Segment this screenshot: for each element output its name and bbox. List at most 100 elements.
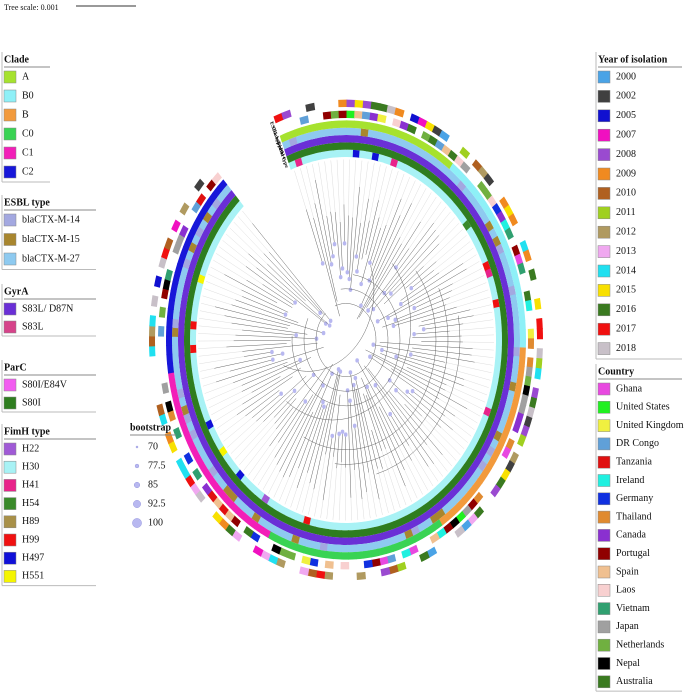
leaf-guide	[227, 421, 256, 447]
ring-segment	[325, 128, 333, 136]
legend-swatch	[4, 321, 16, 333]
legend-label: 2018	[616, 343, 636, 354]
ring-segment	[459, 147, 470, 159]
branch	[396, 357, 464, 380]
leaf-guide	[296, 473, 307, 510]
bootstrap-node	[284, 312, 288, 316]
ring-segment	[501, 314, 508, 324]
ring-segment	[528, 338, 534, 349]
bootstrap-node	[339, 275, 343, 279]
tree-scale: Tree scale: 0.001	[4, 3, 59, 12]
branch	[280, 386, 323, 472]
leaf-guide	[463, 320, 493, 324]
legend-swatch	[4, 570, 16, 582]
bootstrap-node	[374, 383, 378, 387]
leaf-guide	[401, 177, 409, 199]
leaf-guide	[339, 462, 341, 520]
legend-label: 2009	[616, 168, 636, 179]
legend-swatch	[598, 475, 610, 487]
leaf-guide	[405, 486, 411, 502]
leaf-guide	[360, 160, 362, 186]
branch	[340, 222, 342, 268]
legend-label: 70	[148, 441, 158, 452]
ring-segment	[347, 100, 356, 108]
ring-segment	[341, 552, 349, 559]
leaf-guide	[226, 234, 248, 254]
branch	[384, 230, 435, 293]
ring-segment	[332, 128, 340, 136]
legend-label: S83L	[22, 321, 44, 332]
ring-segment	[496, 339, 502, 348]
leaf-guide	[362, 499, 364, 519]
legend-swatch	[4, 90, 16, 102]
leaf-guide	[422, 423, 456, 460]
leaf-guide	[200, 311, 225, 316]
branch	[298, 402, 323, 468]
ring-segment	[508, 339, 514, 348]
leaf-guide	[442, 455, 451, 466]
leaf-guide	[214, 404, 242, 422]
legend-swatch	[4, 253, 16, 265]
legend-label: H99	[22, 534, 39, 545]
ring-segment	[339, 120, 347, 127]
ring-segment	[348, 552, 356, 560]
legend-label: United States	[616, 402, 670, 413]
ring-segment	[323, 111, 332, 119]
legend-label: Tanzania	[616, 456, 653, 467]
ring-segment	[394, 107, 404, 117]
branch	[315, 203, 337, 301]
leaf-guide	[445, 416, 471, 436]
leaf-guide	[383, 469, 395, 511]
legend-label: H41	[22, 480, 39, 491]
legend-label: H497	[22, 552, 44, 563]
branch	[366, 395, 386, 449]
legend-label: Portugal	[616, 548, 650, 559]
legend-title: Country	[598, 366, 634, 377]
legend-label: H89	[22, 516, 39, 527]
bootstrap-node	[422, 327, 426, 331]
bootstrap-node	[293, 300, 297, 304]
ring-segment	[173, 427, 182, 440]
ring-label: Clade	[270, 126, 280, 143]
legend-label: United Kingdom	[616, 420, 684, 431]
legend-swatch	[598, 265, 610, 277]
ring-segment	[190, 352, 197, 361]
bootstrap-node	[409, 286, 413, 290]
legend-label: 2002	[616, 91, 636, 102]
ring-segment	[519, 320, 526, 330]
leaf-guide	[203, 382, 216, 386]
branch	[215, 307, 290, 326]
bootstrap-dot	[136, 446, 138, 448]
branch	[357, 237, 400, 319]
legend-label: A	[22, 71, 30, 82]
legend-label: 77.5	[148, 460, 166, 471]
ring-segment	[179, 202, 189, 215]
bootstrap-node	[359, 282, 363, 286]
legend-label: Spain	[616, 566, 639, 577]
branch	[252, 394, 281, 418]
leaf-guide	[386, 449, 406, 505]
legend-label: 2017	[616, 323, 636, 334]
ring-segment	[190, 328, 196, 337]
branch	[256, 268, 325, 324]
branch	[233, 362, 287, 383]
ring-segment	[185, 360, 192, 370]
branch	[424, 324, 464, 329]
bootstrap-node	[270, 350, 274, 354]
leaf-guide	[337, 160, 340, 222]
bootstrap-dot	[132, 518, 141, 527]
ring-segment	[324, 121, 333, 129]
leaf-guide	[201, 303, 215, 307]
leaf-guide	[439, 248, 473, 273]
ring-segment	[316, 122, 325, 131]
legend-swatch	[4, 479, 16, 491]
bootstrap-node	[293, 389, 297, 393]
ring-segment	[381, 567, 391, 576]
bootstrap-node	[399, 302, 403, 306]
leaf-guide	[355, 470, 358, 520]
bootstrap-node	[366, 308, 370, 312]
branch	[390, 414, 409, 446]
legend-swatch	[598, 401, 610, 413]
leaf-guide	[285, 468, 298, 504]
legend-label: DR Congo	[616, 438, 659, 449]
